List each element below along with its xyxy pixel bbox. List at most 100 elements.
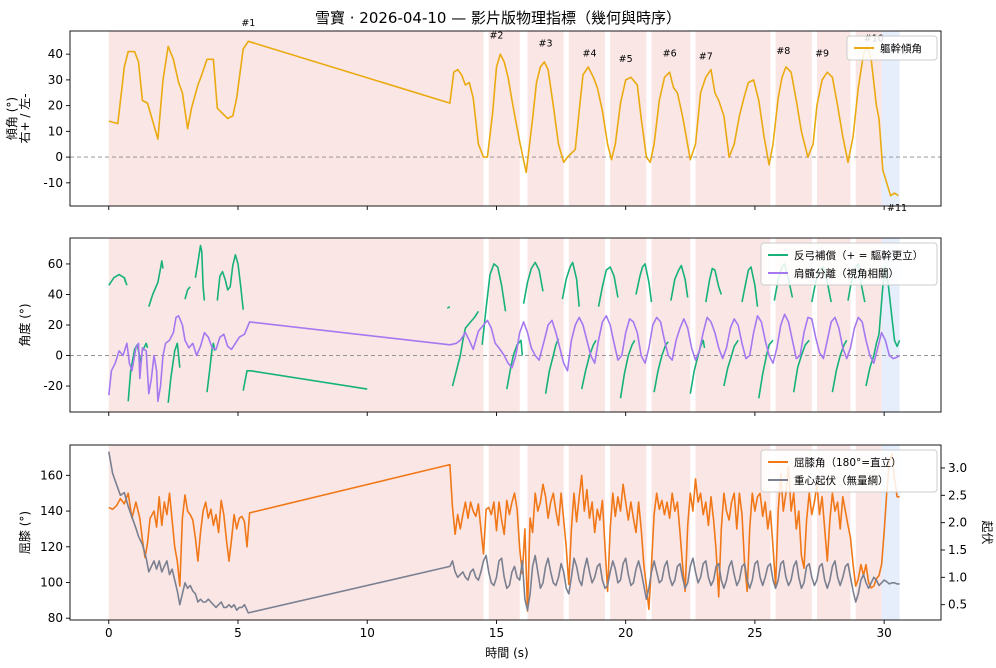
rep-interval-band	[610, 445, 647, 620]
rep-label: #1	[241, 18, 255, 29]
rep-interval-band	[108, 445, 484, 620]
y-tick-label: 140	[40, 504, 63, 518]
rep-interval-band	[108, 31, 484, 206]
rep-interval-band	[651, 31, 691, 206]
rep-interval-band	[108, 238, 484, 412]
y-tick-label: 0	[55, 349, 63, 363]
series-line	[108, 313, 901, 403]
y-tick-label: 40	[48, 287, 63, 301]
rep-label: #2	[489, 31, 503, 42]
rep-interval-band	[610, 31, 647, 206]
series-line	[506, 339, 524, 390]
rep-label: #8	[776, 46, 790, 57]
rep-label: #11	[887, 203, 907, 214]
rep-interval-band	[568, 31, 606, 206]
rep-label: #6	[663, 49, 677, 60]
series-line	[481, 263, 507, 345]
series-line	[216, 254, 244, 310]
legend-label: 軀幹傾角	[880, 42, 922, 55]
rep-label: #9	[815, 49, 829, 60]
rep-interval-band	[651, 238, 691, 412]
panel-tilt: 40 30 20 10 0 -10 傾角 (°) 右+ / 左- #1 #2 #3 #4 #5 #6 #7 #…	[5, 18, 942, 214]
y-axis-label: 傾角 (°)	[5, 97, 19, 140]
series-line	[792, 339, 810, 393]
y2-tick-label: 2.5	[948, 488, 967, 502]
chart-title: 雪寶 · 2026-04-10 — 影片版物理指標（幾何與時序）	[315, 9, 681, 27]
y2-tick-label: 0.5	[948, 598, 967, 612]
y-tick-label: -10	[43, 176, 63, 190]
y2-axis-label: 起伏	[980, 520, 994, 544]
series-line	[184, 286, 191, 300]
y-tick-label: 10	[48, 124, 63, 138]
y-tick-label: 20	[48, 99, 63, 113]
series-line	[670, 264, 689, 301]
rep-label: #4	[582, 49, 596, 60]
rep-label: #7	[699, 51, 713, 62]
x-tick-label: 20	[618, 626, 633, 640]
legend-box	[760, 242, 938, 286]
series-line	[705, 267, 723, 303]
legend: 反弓補償（+ = 驅幹更立） 肩髖分離（視角相關）	[760, 242, 938, 286]
plot-frame	[69, 444, 942, 621]
y2-tick-label: 1.0	[948, 570, 967, 584]
series-line	[831, 339, 848, 393]
series-group	[108, 451, 900, 614]
panel-knee: 160 140 120 100 80 0.5 1.0 1.5 2.0 2.5 3.0 起伏 0 5 10 15…	[18, 444, 994, 640]
series-line	[242, 370, 368, 391]
series-line	[544, 338, 560, 394]
series-line	[167, 342, 181, 403]
y-tick-label: -20	[43, 379, 63, 393]
y-tick-label: 100	[40, 576, 63, 590]
series-group	[108, 244, 901, 403]
y-tick-label: 0	[55, 150, 63, 164]
rep-interval-band	[568, 445, 606, 620]
series-line	[561, 261, 580, 307]
x-tick-label: 10	[360, 626, 375, 640]
rep-interval-band	[695, 238, 771, 412]
rep-interval-band	[816, 31, 851, 206]
rep-interval-band	[651, 445, 691, 620]
y-axis-label: 右+ / 左-	[17, 93, 32, 143]
series-group	[108, 40, 899, 197]
x-axis-label: 時間 (s)	[485, 646, 528, 660]
series-line	[597, 266, 619, 307]
series-line	[446, 306, 451, 309]
rep-interval-band	[568, 238, 606, 412]
legend-label: 重心起伏（無量綱）	[794, 474, 889, 487]
x-tick-label: 30	[876, 626, 891, 640]
y2-tick-label: 2.0	[948, 516, 967, 530]
y2-tick-label: 3.0	[948, 461, 967, 475]
y-tick-label: 80	[48, 611, 63, 625]
x-tick-label: 5	[234, 626, 242, 640]
x-tick-label: 0	[105, 626, 113, 640]
rep-interval-band	[488, 238, 520, 412]
y-axis-label: 角度 (°)	[17, 303, 32, 346]
rep-interval-band	[695, 445, 771, 620]
y2-tick-label: 1.5	[948, 543, 967, 557]
y-axis-label: 屈膝 (°)	[18, 511, 32, 554]
series-line	[194, 244, 206, 301]
series-line	[123, 277, 128, 286]
series-line	[741, 266, 759, 307]
legend-label: 肩髖分離（視角相關）	[794, 267, 899, 280]
rep-label: #5	[619, 54, 633, 65]
series-line	[653, 341, 669, 393]
final-interval-band	[881, 31, 900, 206]
y-tick-label: 160	[40, 468, 63, 482]
series-line	[580, 339, 597, 390]
rep-interval-band	[527, 238, 564, 412]
x-tick-label: 15	[489, 626, 504, 640]
series-line	[148, 260, 164, 307]
y-tick-label: 60	[48, 257, 63, 271]
series-line	[108, 453, 900, 612]
legend-label: 屈膝角（180°=直立）	[794, 456, 902, 469]
y-tick-label: 30	[48, 73, 63, 87]
x-tick-label: 25	[747, 626, 762, 640]
panel-angle: 60 40 20 0 -20 角度 (°) 反弓補償（+ = 驅幹更立） 肩髖分離（視角相關）	[17, 237, 942, 416]
legend-label: 反弓補償（+ = 驅幹更立）	[794, 249, 923, 262]
series-line	[635, 263, 653, 303]
series-line	[619, 339, 636, 399]
series-line	[108, 40, 899, 197]
